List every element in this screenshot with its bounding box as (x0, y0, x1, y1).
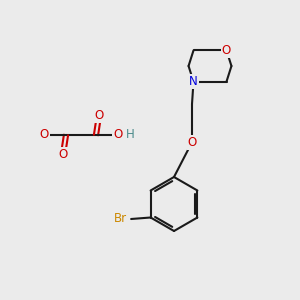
Text: O: O (94, 109, 103, 122)
Text: O: O (113, 128, 122, 142)
Text: Br: Br (113, 212, 127, 226)
Text: O: O (188, 136, 196, 149)
Text: O: O (40, 128, 49, 142)
Text: O: O (222, 44, 231, 57)
Text: H: H (126, 128, 135, 141)
Text: O: O (58, 148, 68, 161)
Text: N: N (189, 75, 198, 88)
